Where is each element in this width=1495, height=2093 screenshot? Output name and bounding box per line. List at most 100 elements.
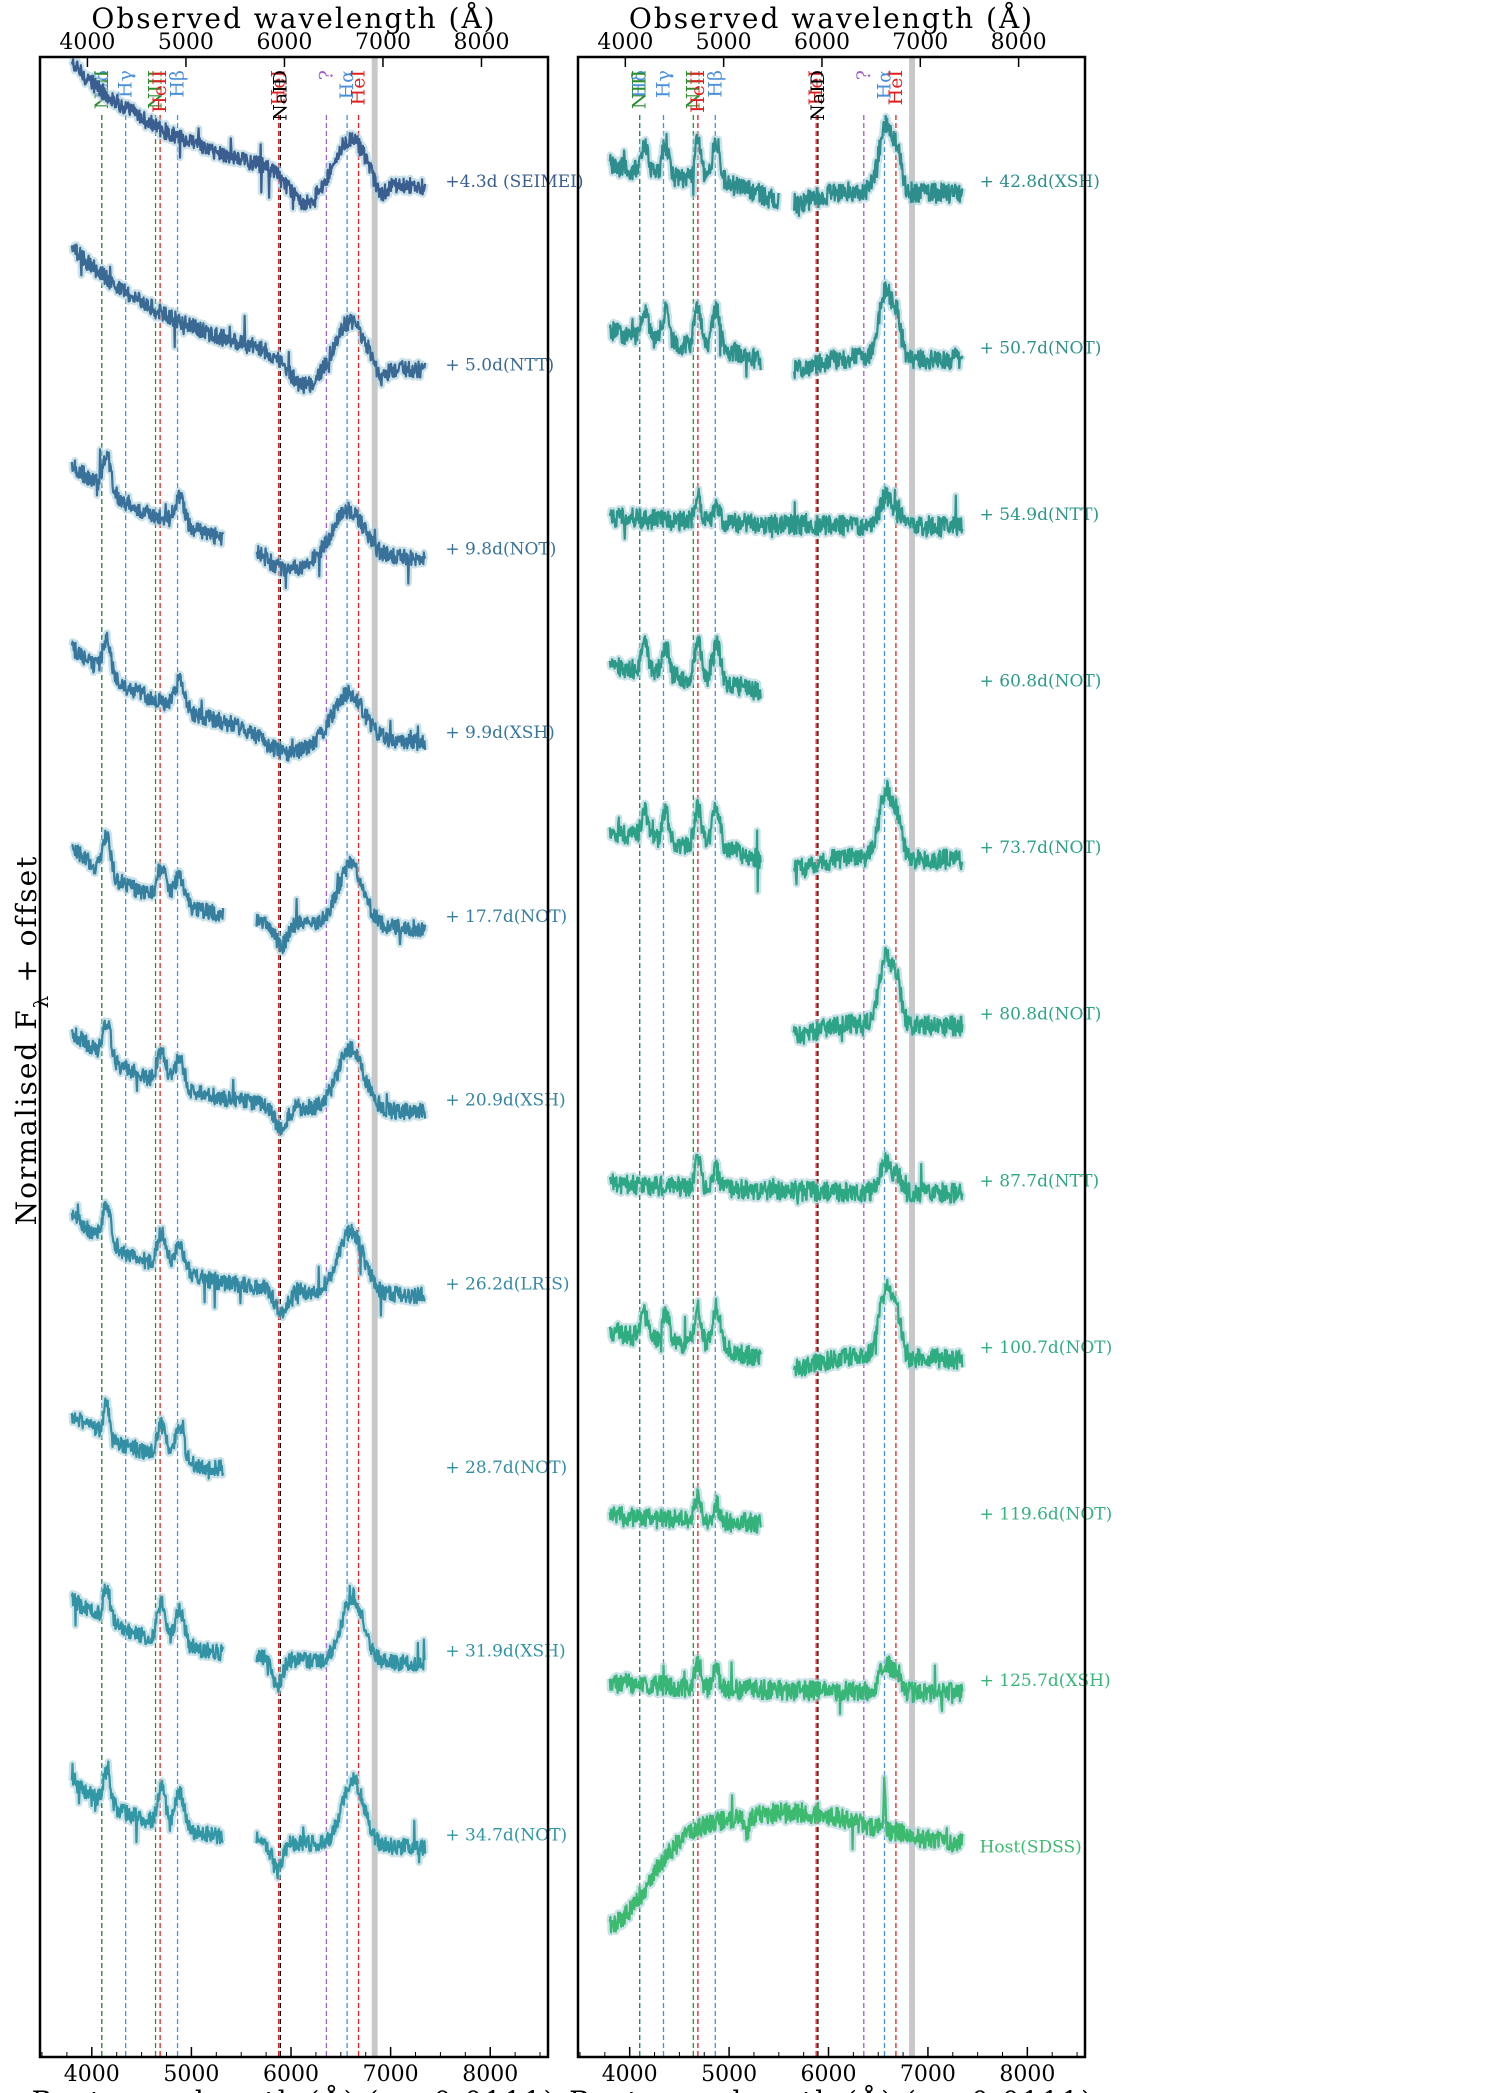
line-marker-label: ? [853, 70, 875, 80]
x2-tick-label: 4000 [59, 30, 115, 55]
spectrum-line [608, 1152, 964, 1205]
x-tick-label: 7000 [363, 2062, 419, 2087]
epoch-label: + 80.8d(NOT) [980, 1005, 1102, 1025]
line-marker-label: Hα [336, 70, 358, 100]
spectrum-line [793, 1278, 964, 1377]
line-marker-label: HeI [348, 70, 370, 105]
x-tick-label: 5000 [163, 2062, 219, 2087]
epoch-label: + 100.7d(NOT) [980, 1338, 1113, 1358]
spectrum-line [70, 1019, 427, 1136]
x-tick-label: 8000 [462, 2062, 518, 2087]
spectrum-line [793, 779, 964, 886]
epoch-label: + 50.7d(NOT) [980, 339, 1102, 359]
x-tick-label: 6000 [801, 2062, 857, 2087]
spectrum-line [70, 58, 427, 211]
epoch-label: + 34.7d(NOT) [445, 1825, 567, 1845]
line-marker-label: HeI [268, 70, 290, 105]
epoch-label: + 5.0d(NTT) [445, 356, 554, 376]
epoch-label: + 28.7d(NOT) [445, 1458, 567, 1478]
epoch-label: + 26.2d(LRIS) [445, 1274, 569, 1294]
epoch-label: + 125.7d(XSH) [980, 1671, 1111, 1691]
line-marker-label: Hγ [115, 70, 137, 98]
epoch-label: + 73.7d(NOT) [980, 838, 1102, 858]
x-tick-label: 6000 [263, 2062, 319, 2087]
x2-tick-label: 5000 [696, 30, 752, 55]
spectrum-line [255, 855, 427, 955]
telluric-band [909, 57, 916, 2057]
epoch-label: Host(SDSS) [980, 1837, 1082, 1857]
line-marker-label: NIII [145, 70, 167, 109]
spectrum-line [255, 501, 427, 590]
line-marker-label: NaID [807, 70, 829, 121]
spectrum-line [608, 798, 762, 893]
epoch-label: + 60.8d(NOT) [980, 672, 1102, 692]
x2-tick-label: 8000 [453, 30, 509, 55]
line-marker-label: HeI [885, 70, 907, 105]
epoch-label: + 42.8d(XSH) [980, 172, 1100, 192]
spectrum-line [255, 1584, 426, 1693]
spectrum-line [608, 1488, 762, 1534]
x2-tick-label: 6000 [256, 30, 312, 55]
epoch-label: + 119.6d(NOT) [980, 1504, 1113, 1524]
x-tick-label: 8000 [999, 2062, 1055, 2087]
axes-frame [576, 55, 1087, 2059]
epoch-label: + 20.9d(XSH) [445, 1091, 565, 1111]
spectrum-line [70, 1200, 426, 1319]
x2-tick-label: 7000 [892, 30, 948, 55]
x2-tick-label: 8000 [991, 30, 1047, 55]
y-axis-title: Normalised Fλ + offset [10, 855, 53, 1226]
x2-tick-label: 7000 [355, 30, 411, 55]
spectrum-line [792, 946, 964, 1046]
spectrum-line [608, 1776, 964, 1934]
x2-axis-title: Observed wavelength (Å) [91, 2, 496, 35]
line-marker-label: ? [315, 70, 337, 80]
spectrum-line [608, 1297, 762, 1367]
spectrum-line [608, 301, 762, 378]
spectrum-line [793, 281, 964, 380]
line-marker-label: NIII [682, 70, 704, 109]
x2-tick-label: 4000 [597, 30, 653, 55]
epoch-label: + 9.9d(XSH) [445, 723, 554, 743]
spectrum-line [793, 115, 964, 218]
x2-tick-label: 5000 [158, 30, 214, 55]
epoch-label: + 9.8d(NOT) [445, 539, 556, 559]
epoch-label: + 87.7d(NTT) [980, 1171, 1100, 1191]
spectrum-line [608, 1655, 964, 1716]
spectrum-line [70, 448, 225, 546]
epoch-label: + 31.9d(XSH) [445, 1642, 565, 1662]
x2-axis-title: Observed wavelength (Å) [629, 2, 1034, 35]
line-marker-label: Hβ [167, 70, 189, 98]
line-marker-label: HeI [805, 70, 827, 105]
x-tick-label: 7000 [900, 2062, 956, 2087]
spectrum-line [608, 486, 964, 540]
telluric-band [371, 57, 378, 2057]
x-axis-title: Rest wavelength (Å) (z= 0.0111) [569, 2085, 1094, 2093]
spectrum-line [70, 1583, 225, 1662]
spectrum-line [608, 132, 780, 210]
spectrum-line [608, 635, 762, 701]
line-marker-label: Hδ [629, 70, 651, 98]
x-tick-label: 4000 [64, 2062, 120, 2087]
x-tick-label: 4000 [602, 2062, 658, 2087]
spectrum-line [255, 1772, 427, 1880]
spectrum-line [70, 1760, 224, 1845]
x2-tick-label: 6000 [794, 30, 850, 55]
line-marker-label: Hβ [704, 70, 726, 98]
line-marker-label: NIII [629, 70, 651, 109]
x-axis-title: Rest wavelength (Å) (z= 0.0111) [32, 2085, 557, 2093]
line-marker-label: NaID [269, 70, 291, 121]
axes-frame [38, 55, 550, 2059]
x-tick-label: 5000 [701, 2062, 757, 2087]
line-marker-label: Hγ [652, 70, 674, 98]
spectrum-line [71, 829, 225, 922]
line-marker-label: Hα [873, 70, 895, 100]
line-marker-label: HeII [149, 70, 171, 113]
epoch-label: +4.3d (SEIMEI) [445, 172, 583, 192]
line-marker-label: HeII [687, 70, 709, 113]
epoch-label: + 17.7d(NOT) [445, 907, 567, 927]
spectrum-line [70, 243, 427, 394]
spectrum-line [70, 1397, 225, 1480]
